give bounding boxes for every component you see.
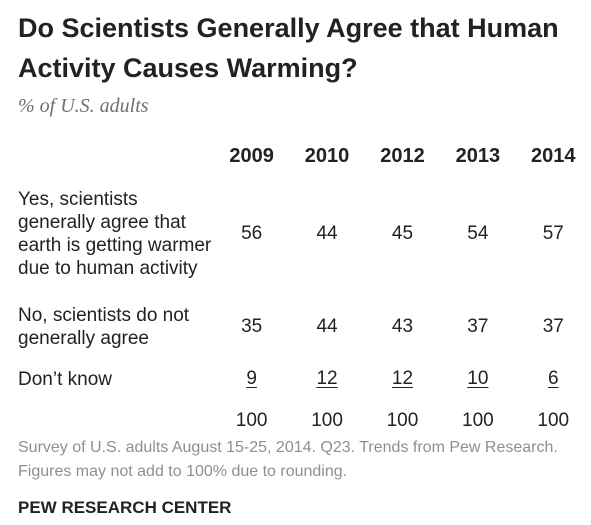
data-cell: 6 (516, 358, 591, 400)
data-cell: 12 (289, 358, 364, 400)
row-label: Don’t know (18, 368, 112, 390)
year-header: 2010 (304, 144, 350, 167)
data-cell: 57 (542, 223, 564, 244)
total-cell: 100 (537, 410, 570, 431)
table-row-no: No, scientists do not generally agree 35… (18, 296, 591, 358)
table-row-total: 100 100 100 100 100 (18, 400, 591, 442)
data-cell: 45 (391, 223, 414, 244)
data-cell: 44 (316, 316, 338, 337)
survey-table: 2009 2010 2012 2013 2014 Yes, scientists… (18, 140, 591, 442)
data-value: 12 (316, 368, 338, 389)
row-label: Yes, scientists generally agree that ear… (18, 189, 212, 279)
table-row-yes: Yes, scientists generally agree that ear… (18, 172, 591, 296)
survey-note: Survey of U.S. adults August 15-25, 2014… (18, 439, 558, 480)
chart-subtitle: % of U.S. adults (18, 95, 149, 117)
total-cell: 100 (386, 410, 419, 431)
data-cell: 10 (440, 358, 515, 400)
year-header: 2009 (229, 144, 274, 167)
total-cell: 100 (462, 410, 494, 431)
table-row-dont-know: Don’t know 9 12 12 10 6 (18, 358, 591, 400)
data-value: 10 (467, 368, 489, 389)
year-header: 2013 (455, 144, 501, 167)
data-cell: 9 (214, 358, 289, 400)
data-value: 6 (547, 368, 559, 389)
data-cell: 56 (241, 223, 263, 244)
year-header: 2012 (380, 144, 425, 167)
data-cell: 44 (316, 223, 338, 244)
data-cell: 35 (241, 316, 263, 337)
data-cell: 37 (542, 316, 564, 337)
row-label: No, scientists do not generally agree (18, 305, 190, 349)
data-value: 12 (391, 368, 414, 389)
source-credit: PEW RESEARCH CENTER (18, 498, 232, 517)
data-cell: 12 (365, 358, 440, 400)
chart-title: Do Scientists Generally Agree that Human… (18, 13, 559, 83)
total-cell: 100 (235, 410, 268, 431)
total-cell: 100 (311, 410, 343, 431)
header-corner (18, 140, 214, 172)
data-cell: 54 (467, 223, 489, 244)
data-cell: 43 (391, 316, 414, 337)
data-cell: 37 (467, 316, 489, 337)
year-header: 2014 (531, 144, 576, 167)
header-row: 2009 2010 2012 2013 2014 (18, 140, 591, 172)
data-value: 9 (246, 368, 257, 389)
